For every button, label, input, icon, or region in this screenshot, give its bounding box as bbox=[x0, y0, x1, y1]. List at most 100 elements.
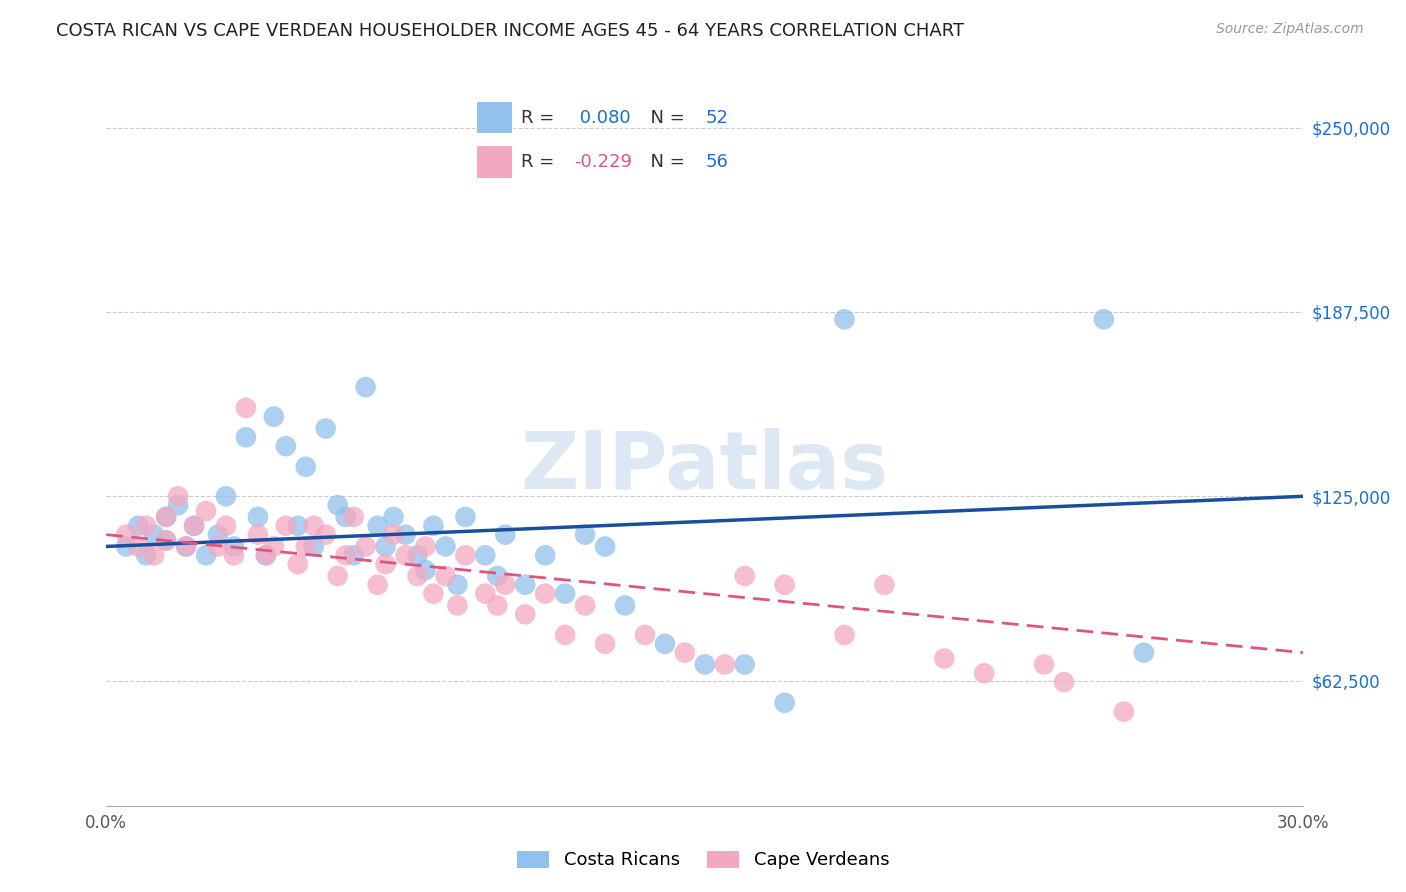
Point bbox=[406, 549, 429, 563]
Point bbox=[1133, 646, 1156, 660]
Point bbox=[174, 540, 197, 554]
Point bbox=[367, 518, 389, 533]
Point bbox=[834, 312, 856, 326]
Point bbox=[343, 549, 366, 563]
Point bbox=[183, 518, 205, 533]
Point bbox=[474, 587, 496, 601]
Point bbox=[734, 569, 756, 583]
Point bbox=[167, 498, 190, 512]
Point bbox=[183, 518, 205, 533]
Point bbox=[554, 587, 576, 601]
Point bbox=[263, 540, 285, 554]
Point bbox=[634, 628, 657, 642]
Point bbox=[287, 518, 309, 533]
Point bbox=[713, 657, 735, 672]
Point bbox=[1112, 705, 1135, 719]
Point bbox=[593, 540, 616, 554]
Point bbox=[155, 510, 177, 524]
Point bbox=[446, 599, 468, 613]
Point bbox=[167, 489, 190, 503]
Point bbox=[155, 533, 177, 548]
Point bbox=[934, 651, 956, 665]
Point bbox=[127, 518, 149, 533]
Point bbox=[494, 527, 516, 541]
Point bbox=[422, 587, 444, 601]
Point bbox=[115, 540, 138, 554]
Point bbox=[135, 518, 157, 533]
Point bbox=[207, 527, 229, 541]
Point bbox=[834, 628, 856, 642]
Point bbox=[215, 518, 238, 533]
Point bbox=[135, 549, 157, 563]
Point bbox=[973, 666, 995, 681]
Point bbox=[326, 498, 349, 512]
Point bbox=[254, 549, 277, 563]
Point bbox=[294, 540, 316, 554]
Point bbox=[494, 578, 516, 592]
Point bbox=[1092, 312, 1115, 326]
Point bbox=[574, 599, 596, 613]
Point bbox=[415, 540, 437, 554]
Point bbox=[354, 540, 377, 554]
Point bbox=[422, 518, 444, 533]
Point bbox=[155, 533, 177, 548]
Point bbox=[486, 569, 509, 583]
Point bbox=[367, 578, 389, 592]
Point bbox=[446, 578, 468, 592]
Point bbox=[593, 637, 616, 651]
Point bbox=[246, 510, 269, 524]
Point bbox=[222, 540, 245, 554]
Point bbox=[434, 569, 457, 583]
Point bbox=[1053, 675, 1076, 690]
Point bbox=[1033, 657, 1056, 672]
Point bbox=[335, 510, 357, 524]
Point bbox=[302, 518, 325, 533]
Point bbox=[454, 510, 477, 524]
Point bbox=[394, 549, 416, 563]
Point bbox=[486, 599, 509, 613]
Point bbox=[235, 401, 257, 415]
Point bbox=[382, 527, 405, 541]
Point bbox=[274, 439, 297, 453]
Point bbox=[263, 409, 285, 424]
Point bbox=[195, 504, 218, 518]
Point bbox=[873, 578, 896, 592]
Point bbox=[354, 380, 377, 394]
Text: COSTA RICAN VS CAPE VERDEAN HOUSEHOLDER INCOME AGES 45 - 64 YEARS CORRELATION CH: COSTA RICAN VS CAPE VERDEAN HOUSEHOLDER … bbox=[56, 22, 965, 40]
Point bbox=[287, 557, 309, 571]
Point bbox=[246, 527, 269, 541]
Point bbox=[454, 549, 477, 563]
Point bbox=[394, 527, 416, 541]
Point bbox=[374, 540, 396, 554]
Point bbox=[222, 549, 245, 563]
Point bbox=[115, 527, 138, 541]
Point bbox=[382, 510, 405, 524]
Point bbox=[534, 587, 557, 601]
Point bbox=[434, 540, 457, 554]
Point bbox=[315, 527, 337, 541]
Point bbox=[773, 696, 796, 710]
Point bbox=[554, 628, 576, 642]
Point bbox=[343, 510, 366, 524]
Point bbox=[374, 557, 396, 571]
Point bbox=[215, 489, 238, 503]
Point bbox=[474, 549, 496, 563]
Point bbox=[254, 549, 277, 563]
Point bbox=[326, 569, 349, 583]
Point bbox=[415, 563, 437, 577]
Point bbox=[614, 599, 637, 613]
Point bbox=[693, 657, 716, 672]
Point bbox=[574, 527, 596, 541]
Point bbox=[127, 540, 149, 554]
Point bbox=[235, 430, 257, 444]
Point bbox=[515, 607, 537, 622]
Text: Source: ZipAtlas.com: Source: ZipAtlas.com bbox=[1216, 22, 1364, 37]
Point bbox=[335, 549, 357, 563]
Point bbox=[734, 657, 756, 672]
Point bbox=[174, 540, 197, 554]
Point bbox=[773, 578, 796, 592]
Point bbox=[207, 540, 229, 554]
Point bbox=[534, 549, 557, 563]
Point bbox=[143, 527, 166, 541]
Point bbox=[654, 637, 676, 651]
